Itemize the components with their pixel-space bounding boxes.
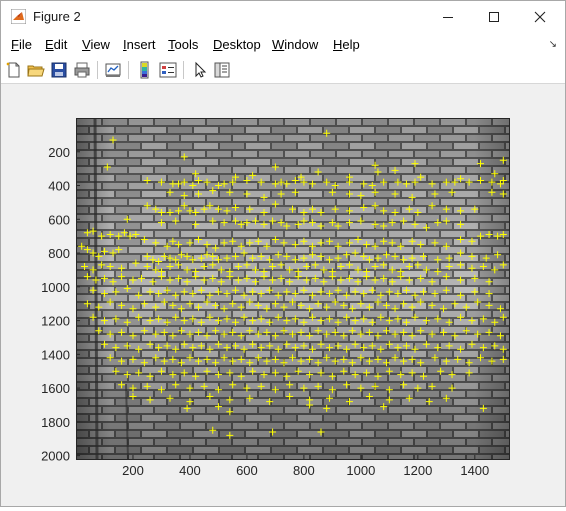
- close-icon: [534, 11, 546, 23]
- minimize-button[interactable]: [425, 1, 471, 32]
- x-tick-label: 1400: [460, 463, 489, 478]
- menu-desktop[interactable]: Desktop: [213, 37, 261, 52]
- y-axis: 200 400 600 800 1000 1200 1400 1600 1800 2000: [41, 145, 80, 464]
- x-tick-label: 400: [179, 463, 201, 478]
- pointer-icon[interactable]: [191, 61, 209, 79]
- x-tick-label: 800: [293, 463, 315, 478]
- y-tick-label: 1400: [41, 347, 70, 362]
- x-tick-label: 600: [236, 463, 258, 478]
- maximize-icon: [488, 11, 500, 23]
- property-inspector-icon[interactable]: [213, 61, 231, 79]
- menu-edit[interactable]: Edit: [45, 37, 67, 52]
- toolbar-separator: [128, 61, 129, 79]
- open-file-icon[interactable]: [27, 61, 45, 79]
- save-icon[interactable]: [50, 61, 68, 79]
- brick-wall-image: [76, 118, 509, 459]
- link-plot-icon[interactable]: [104, 61, 122, 79]
- y-tick-label: 400: [48, 179, 70, 194]
- figure-toolbar: [1, 57, 565, 84]
- legend-icon[interactable]: [159, 61, 177, 79]
- print-icon[interactable]: [73, 61, 91, 79]
- y-tick-label: 2000: [41, 449, 70, 464]
- y-tick-label: 800: [48, 246, 70, 261]
- menu-view[interactable]: View: [82, 37, 110, 52]
- colorbar-icon[interactable]: [136, 61, 154, 79]
- y-tick-label: 200: [48, 145, 70, 160]
- maximize-button[interactable]: [471, 1, 517, 32]
- menu-tools[interactable]: Tools: [168, 37, 198, 52]
- y-tick-label: 1600: [41, 381, 70, 396]
- new-figure-icon[interactable]: [5, 61, 23, 79]
- menu-bar: File Edit View Insert Tools Desktop Wind…: [1, 32, 565, 57]
- menu-file[interactable]: File: [11, 37, 32, 52]
- menu-window[interactable]: Window: [272, 37, 318, 52]
- toolbar-separator: [183, 61, 184, 79]
- minimize-icon: [442, 11, 454, 23]
- title-bar[interactable]: Figure 2: [1, 1, 565, 32]
- x-tick-label: 1000: [346, 463, 375, 478]
- matlab-logo-icon: [11, 9, 26, 24]
- y-tick-label: 1800: [41, 415, 70, 430]
- y-tick-label: 600: [48, 212, 70, 227]
- toolbar-separator: [97, 61, 98, 79]
- figure-canvas: 200 400 600 800 1000 1200 1400 200 400 600 800 100…: [1, 84, 565, 506]
- window-title: Figure 2: [33, 9, 81, 24]
- x-tick-label: 1200: [403, 463, 432, 478]
- axes-plot[interactable]: 200 400 600 800 1000 1200 1400 200 400 600 800 100…: [1, 84, 565, 506]
- y-tick-label: 1000: [41, 280, 70, 295]
- close-button[interactable]: [517, 1, 563, 32]
- dock-arrow-icon[interactable]: ↘: [549, 39, 557, 50]
- x-tick-label: 200: [122, 463, 144, 478]
- menu-insert[interactable]: Insert: [123, 37, 156, 52]
- menu-help[interactable]: Help: [333, 37, 360, 52]
- y-tick-label: 1200: [41, 314, 70, 329]
